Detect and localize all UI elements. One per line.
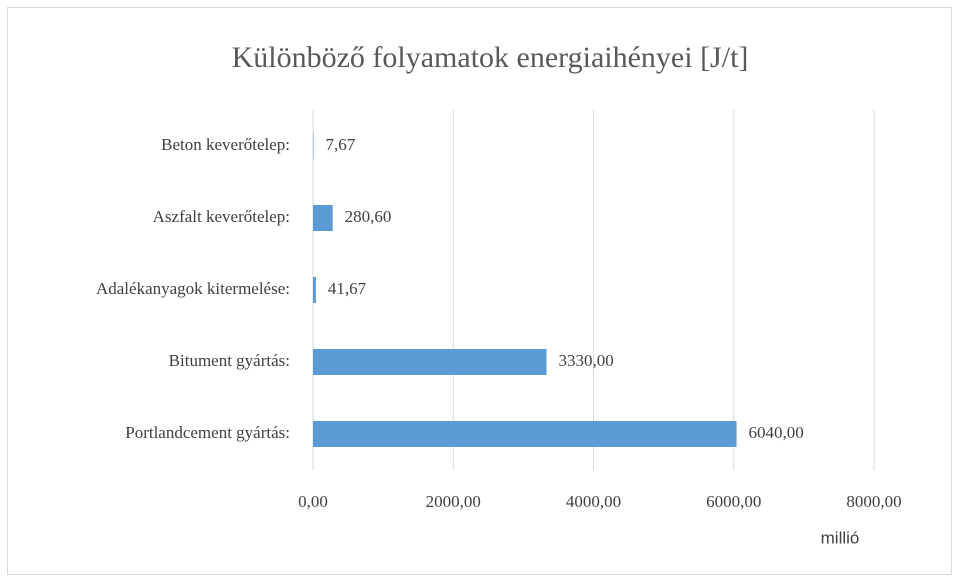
bar xyxy=(313,205,333,231)
value-label: 41,67 xyxy=(328,279,367,298)
chart-border xyxy=(7,7,952,575)
chart-title: Különböző folyamatok energiaihényei [J/t… xyxy=(232,41,749,74)
y-tick-label: Portlandcement gyártás: xyxy=(125,423,290,442)
value-label: 3330,00 xyxy=(559,351,614,370)
y-tick-label: Bitument gyártás: xyxy=(169,351,290,370)
value-label: 280,60 xyxy=(345,207,392,226)
bar xyxy=(313,349,547,375)
y-tick-label: Aszfalt keverőtelep: xyxy=(153,207,290,226)
x-tick-label: 0,00 xyxy=(298,492,328,511)
value-label: 7,67 xyxy=(326,135,356,154)
y-tick-label: Beton keverőtelep: xyxy=(161,135,290,154)
bar xyxy=(313,421,737,447)
y-tick-label: Adalékanyagok kitermelése: xyxy=(96,279,290,298)
bar xyxy=(313,277,316,303)
x-tick-label: 8000,00 xyxy=(846,492,901,511)
value-label: 6040,00 xyxy=(749,423,804,442)
x-tick-label: 4000,00 xyxy=(566,492,621,511)
x-tick-label: 6000,00 xyxy=(706,492,761,511)
x-tick-label: 2000,00 xyxy=(426,492,481,511)
axis-unit-label: millió xyxy=(821,528,860,547)
bar xyxy=(313,133,314,159)
